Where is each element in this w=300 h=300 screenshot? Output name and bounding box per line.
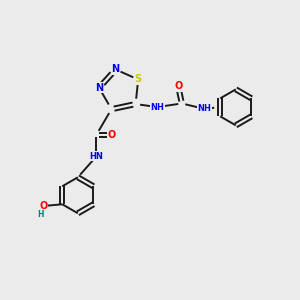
Text: O: O <box>174 81 182 91</box>
Text: N: N <box>95 83 103 93</box>
Text: HN: HN <box>89 152 103 161</box>
Text: S: S <box>135 74 142 85</box>
Text: N: N <box>112 64 120 74</box>
Text: NH: NH <box>197 104 211 113</box>
Text: O: O <box>39 201 47 211</box>
Text: NH: NH <box>150 103 164 112</box>
Text: O: O <box>108 130 116 140</box>
Text: H: H <box>37 210 44 219</box>
